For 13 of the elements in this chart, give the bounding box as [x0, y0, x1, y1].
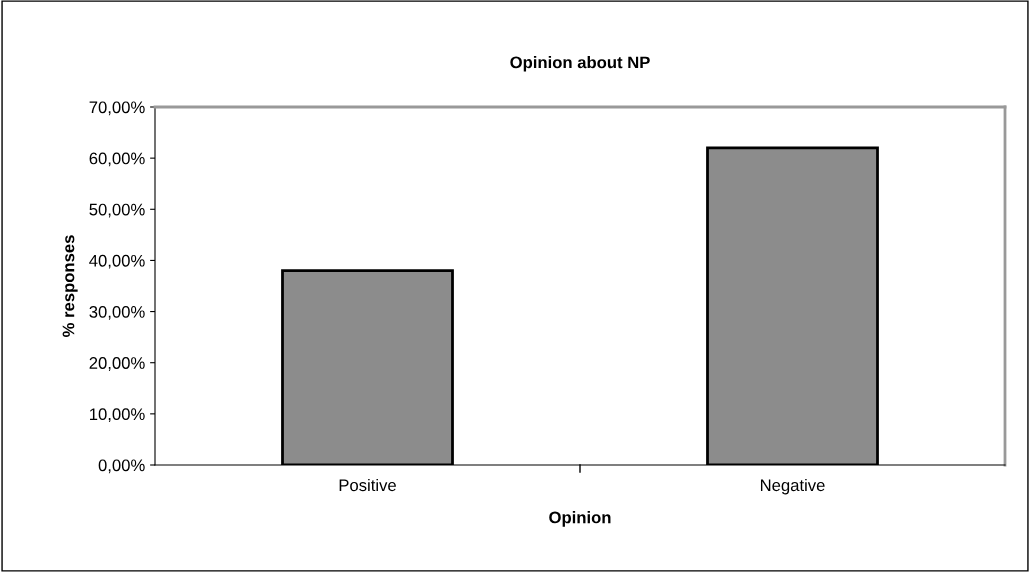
y-tick-label: 40,00% [89, 254, 145, 269]
x-tick-label: Negative [760, 478, 825, 495]
y-tick-label: 70,00% [89, 101, 145, 116]
y-tick-label: 30,00% [89, 305, 145, 320]
y-axis-title: % responses [62, 235, 78, 337]
x-axis-title: Opinion [549, 511, 611, 527]
y-tick-label: 0,00% [98, 459, 145, 474]
chart-title: Opinion about NP [510, 56, 650, 72]
x-tick-label: Positive [339, 478, 396, 492]
y-tick-label: 50,00% [89, 203, 145, 218]
y-tick-label: 20,00% [89, 357, 145, 371]
y-tick-label: 10,00% [90, 408, 145, 423]
y-tick-label: 60,00% [89, 152, 145, 167]
